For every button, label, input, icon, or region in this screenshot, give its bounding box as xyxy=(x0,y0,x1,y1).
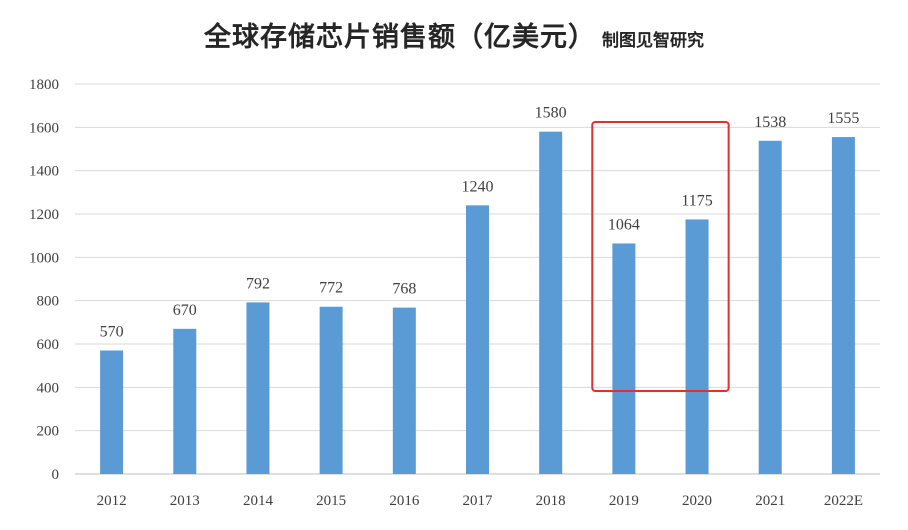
x-tick-label: 2021 xyxy=(755,493,785,509)
chart-title: 全球存储芯片销售额（亿美元） 制图见智研究 xyxy=(0,15,908,54)
x-tick-label: 2019 xyxy=(609,493,639,509)
bar xyxy=(539,131,563,474)
x-tick-label: 2022E xyxy=(824,493,863,509)
x-tick-label: 2015 xyxy=(316,493,346,509)
chart-subtitle: 制图见智研究 xyxy=(602,31,704,51)
bar xyxy=(758,140,782,474)
x-tick-label: 2012 xyxy=(97,493,127,509)
highlight-box xyxy=(591,121,730,392)
bar xyxy=(392,307,416,474)
x-tick-label: 2016 xyxy=(389,493,420,509)
y-tick-label: 600 xyxy=(37,337,60,353)
x-tick-label: 2018 xyxy=(536,493,566,509)
x-tick-label: 2014 xyxy=(243,493,274,509)
y-tick-label: 1400 xyxy=(29,164,59,180)
data-label: 1538 xyxy=(754,114,786,131)
bar xyxy=(100,350,124,474)
data-label: 792 xyxy=(246,275,270,292)
bar xyxy=(246,302,270,474)
bar xyxy=(173,328,197,474)
chart-title-main: 全球存储芯片销售额（亿美元） xyxy=(204,22,596,53)
data-label: 1240 xyxy=(462,178,494,195)
data-label: 1555 xyxy=(827,110,859,127)
bar xyxy=(319,306,343,474)
y-tick-label: 200 xyxy=(37,424,60,440)
data-label: 1064 xyxy=(608,216,640,233)
y-tick-label: 1800 xyxy=(29,77,59,93)
x-tick-label: 2017 xyxy=(463,493,494,509)
data-label: 772 xyxy=(319,280,343,297)
y-tick-label: 1000 xyxy=(29,250,59,266)
data-label: 768 xyxy=(392,281,416,298)
bar xyxy=(612,243,636,474)
y-tick-label: 1600 xyxy=(29,120,59,136)
x-tick-label: 2013 xyxy=(170,493,200,509)
y-tick-label: 800 xyxy=(37,294,60,310)
y-tick-label: 400 xyxy=(37,380,60,396)
data-label: 1580 xyxy=(535,105,567,122)
data-label: 1175 xyxy=(681,192,712,209)
data-label: 670 xyxy=(173,302,197,319)
bar xyxy=(685,219,709,474)
bar xyxy=(831,137,855,475)
y-tick-label: 1200 xyxy=(29,207,59,223)
bar xyxy=(466,205,489,475)
data-label: 570 xyxy=(100,324,124,341)
y-tick-label: 0 xyxy=(52,467,60,483)
x-tick-label: 2020 xyxy=(682,493,712,509)
